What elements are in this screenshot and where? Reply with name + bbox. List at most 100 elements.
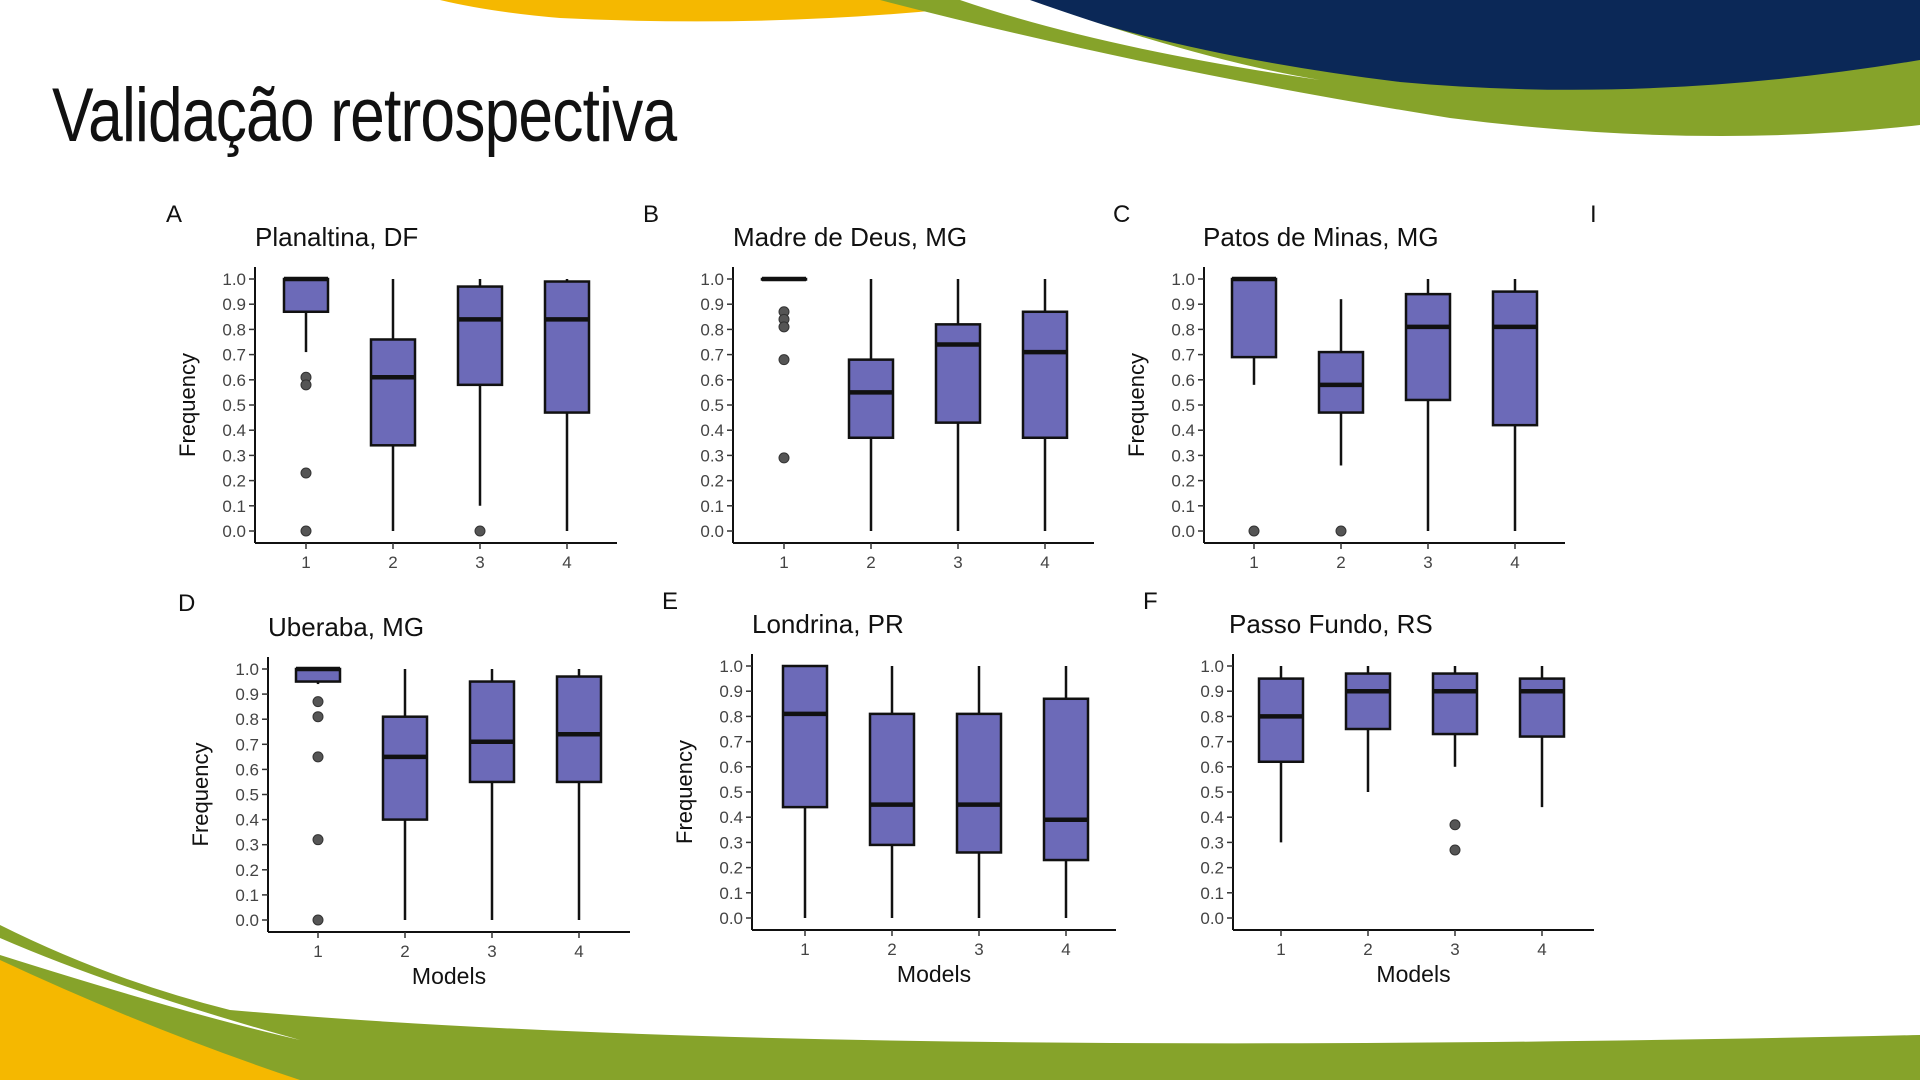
box — [781, 664, 829, 809]
outlier-point — [1335, 525, 1347, 537]
box — [468, 680, 516, 784]
outlier-point — [312, 834, 324, 846]
box — [555, 675, 603, 784]
x-axis-label: Models — [412, 963, 486, 989]
box — [543, 280, 591, 414]
outlier-point — [1449, 844, 1461, 856]
outlier-point — [1248, 525, 1260, 537]
outlier-point — [1449, 819, 1461, 831]
y-tick-label: 0.2 — [1171, 472, 1195, 491]
box — [868, 712, 916, 847]
box — [381, 715, 429, 821]
x-axis-label: Models — [1376, 961, 1450, 987]
y-tick-label: 0.0 — [222, 522, 246, 541]
y-tick-label: 0.2 — [222, 472, 246, 491]
x-tick-label: 4 — [1510, 553, 1519, 572]
y-axis-label: Frequency — [1124, 353, 1149, 457]
y-tick-label: 0.4 — [719, 808, 743, 827]
y-tick-label: 0.6 — [235, 760, 259, 779]
x-tick-label: 2 — [400, 942, 409, 961]
box — [1404, 292, 1452, 402]
box — [1491, 290, 1539, 427]
y-tick-label: 0.1 — [719, 884, 743, 903]
x-tick-label: 3 — [953, 553, 962, 572]
y-tick-label: 0.0 — [700, 522, 724, 541]
box — [1518, 677, 1566, 738]
y-tick-label: 0.2 — [700, 472, 724, 491]
y-tick-label: 0.9 — [1200, 682, 1224, 701]
outlier-point — [778, 354, 790, 366]
bottom-green-swoosh — [0, 925, 1920, 1080]
y-tick-label: 0.6 — [719, 758, 743, 777]
y-axis-label: Frequency — [175, 353, 200, 457]
y-tick-label: 0.9 — [235, 685, 259, 704]
y-tick-label: 0.4 — [1200, 808, 1224, 827]
y-tick-label: 1.0 — [700, 270, 724, 289]
y-tick-label: 1.0 — [1200, 657, 1224, 676]
x-tick-label: 4 — [1537, 940, 1546, 959]
box — [1021, 310, 1069, 440]
box — [369, 338, 417, 447]
y-tick-label: 0.4 — [222, 421, 246, 440]
y-axis-label: Frequency — [672, 740, 697, 844]
slide-title: Validação retrospectiva — [52, 73, 677, 158]
x-tick-label: 4 — [562, 553, 571, 572]
y-tick-label: 0.1 — [700, 497, 724, 516]
x-axis-label: Models — [897, 961, 971, 987]
y-tick-label: 0.7 — [700, 346, 724, 365]
y-tick-label: 0.5 — [222, 396, 246, 415]
box — [1042, 697, 1090, 862]
y-tick-label: 0.4 — [700, 421, 724, 440]
bottom-yellow-band — [0, 960, 300, 1080]
box — [1431, 672, 1479, 736]
y-tick-label: 0.9 — [222, 295, 246, 314]
y-tick-label: 0.5 — [700, 396, 724, 415]
y-tick-label: 1.0 — [719, 657, 743, 676]
box — [282, 277, 330, 314]
x-tick-label: 1 — [1276, 940, 1285, 959]
y-tick-label: 0.5 — [235, 786, 259, 805]
outlier-point — [300, 525, 312, 537]
y-tick-label: 0.5 — [1171, 396, 1195, 415]
chart-title: Uberaba, MG — [268, 612, 424, 642]
x-tick-label: 2 — [388, 553, 397, 572]
top-white-gap — [960, 0, 1320, 80]
y-tick-label: 0.9 — [719, 682, 743, 701]
y-tick-label: 0.0 — [1171, 522, 1195, 541]
y-tick-label: 1.0 — [235, 660, 259, 679]
x-tick-label: 3 — [1450, 940, 1459, 959]
x-tick-label: 1 — [1249, 553, 1258, 572]
y-tick-label: 0.8 — [235, 710, 259, 729]
y-tick-label: 0.2 — [235, 861, 259, 880]
y-axis-label: Frequency — [188, 743, 213, 847]
box — [1317, 350, 1365, 414]
y-tick-label: 0.1 — [235, 886, 259, 905]
x-tick-label: 3 — [1423, 553, 1432, 572]
chart-title: Passo Fundo, RS — [1229, 609, 1433, 639]
y-tick-label: 0.9 — [1171, 295, 1195, 314]
x-tick-label: 2 — [866, 553, 875, 572]
y-tick-label: 0.3 — [222, 446, 246, 465]
x-tick-label: 2 — [1363, 940, 1372, 959]
y-tick-label: 0.5 — [1200, 783, 1224, 802]
outlier-point — [300, 379, 312, 391]
y-tick-label: 1.0 — [222, 270, 246, 289]
y-tick-label: 0.0 — [235, 911, 259, 930]
panel-label: A — [166, 201, 182, 228]
box — [1230, 277, 1278, 359]
y-tick-label: 0.2 — [1200, 859, 1224, 878]
chart-title: Patos de Minas, MG — [1203, 222, 1439, 252]
chart-title: Madre de Deus, MG — [733, 222, 967, 252]
y-tick-label: 0.7 — [1200, 733, 1224, 752]
x-tick-label: 3 — [487, 942, 496, 961]
y-tick-label: 0.3 — [700, 446, 724, 465]
y-tick-label: 0.2 — [719, 859, 743, 878]
y-tick-label: 0.1 — [222, 497, 246, 516]
box — [1257, 677, 1305, 764]
y-tick-label: 0.8 — [719, 707, 743, 726]
x-tick-label: 2 — [1336, 553, 1345, 572]
y-tick-label: 0.6 — [222, 371, 246, 390]
box — [934, 323, 982, 424]
